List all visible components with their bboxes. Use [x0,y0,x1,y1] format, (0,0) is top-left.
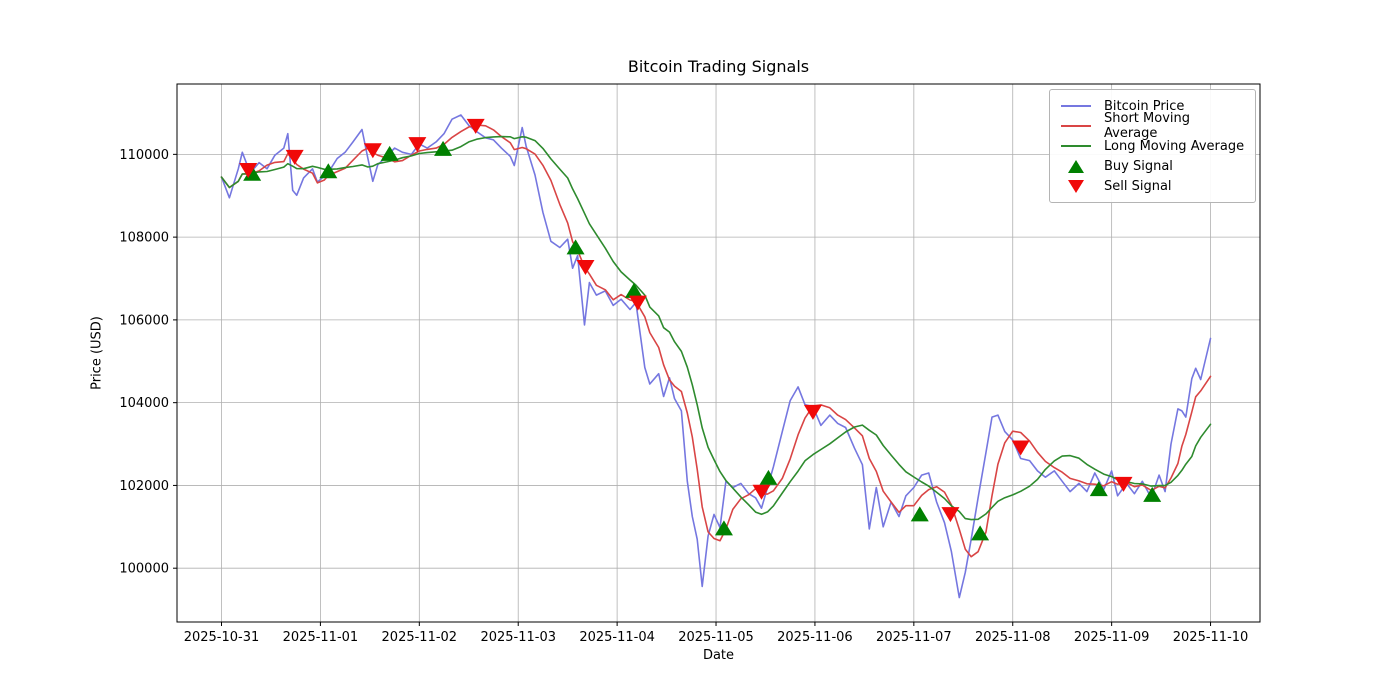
y-tick-label: 106000 [119,313,169,328]
buy-signal-marker [380,145,399,161]
sell-triangle-icon [1061,179,1091,193]
buy-signal-marker [1089,481,1108,497]
legend-label: Sell Signal [1104,178,1172,194]
x-tick-label: 2025-11-08 [975,630,1051,645]
x-tick-label: 2025-11-02 [382,630,458,645]
buy-signal-marker [971,525,990,541]
legend-item-bitcoin-price: Bitcoin Price [1061,96,1245,116]
axes-spines [176,83,1261,623]
short-ma-line-swatch [1061,125,1091,127]
buy-signal-marker [434,140,453,156]
x-tick-label: 2025-11-09 [1074,630,1150,645]
sell-signal-marker [363,143,382,159]
y-tick-label: 110000 [119,148,169,163]
long-ma-line-swatch [1061,145,1091,147]
sell-signal-marker [1114,476,1133,492]
bitcoin-price-line [220,114,1212,599]
price-line-swatch [1061,105,1091,107]
sell-signal-marker [628,295,647,311]
legend-label: Bitcoin Price [1104,98,1185,114]
y-tick-label: 100000 [119,562,169,577]
y-tick-label: 102000 [119,479,169,494]
buy-signal-marker [759,469,778,485]
sell-signal-marker [752,484,771,500]
sell-signal-marker [466,118,485,134]
buy-signal-marker [714,520,733,536]
sell-signal-marker [941,507,960,523]
sell-signal-marker [408,137,427,153]
x-tick-label: 2025-11-10 [1173,630,1249,645]
legend-item-sell-signal: Sell Signal [1061,176,1245,196]
buy-signal-marker [319,163,338,179]
sell-signal-marker [576,260,595,276]
legend-label: Long Moving Average [1104,138,1245,154]
x-tick-label: 2025-11-01 [283,630,359,645]
legend-item-short-moving-average: Short Moving Average [1061,111,1245,141]
x-tick-label: 2025-11-07 [876,630,952,645]
sell-signal-marker [1011,440,1030,456]
sell-signal-marker [285,149,304,165]
sell-signal-marker [239,162,258,178]
y-axis-label: Price (USD) [89,316,105,390]
buy-signal-marker [910,506,929,522]
buy-signal-marker [566,239,585,255]
x-tick-label: 2025-11-04 [579,630,655,645]
x-tick-label: 2025-10-31 [184,630,260,645]
y-tick-label: 108000 [119,231,169,246]
x-tick-label: 2025-11-06 [777,630,853,645]
legend: Bitcoin Price Short Moving Average Long … [1049,89,1256,203]
short-moving-average-line [220,124,1212,558]
long-moving-average-line [220,135,1212,521]
buy-signal-marker [624,282,643,298]
legend-item-buy-signal: Buy Signal [1061,156,1245,176]
buy-signal-marker [1143,486,1162,502]
legend-item-long-moving-average: Long Moving Average [1061,136,1245,156]
y-tick-label: 104000 [119,396,169,411]
x-axis-label: Date [702,648,735,663]
x-tick-label: 2025-11-03 [480,630,556,645]
x-tick-label: 2025-11-05 [678,630,754,645]
legend-label: Short Moving Average [1104,111,1190,141]
chart-title: Bitcoin Trading Signals [627,57,810,76]
legend-label: Buy Signal [1104,158,1173,174]
sell-signal-marker [803,404,822,420]
buy-triangle-icon [1061,159,1091,173]
